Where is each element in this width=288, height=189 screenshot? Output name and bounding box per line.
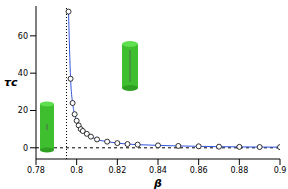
svg-text:0: 0 — [23, 144, 28, 153]
svg-text:0.9: 0.9 — [274, 166, 280, 175]
svg-text:40: 40 — [18, 69, 28, 78]
svg-text:0.88: 0.88 — [230, 166, 248, 175]
svg-text:0.82: 0.82 — [108, 166, 126, 175]
svg-text:0.78: 0.78 — [27, 166, 45, 175]
svg-text:0.8: 0.8 — [70, 166, 83, 175]
svg-text:20: 20 — [18, 106, 28, 115]
svg-text:0.84: 0.84 — [149, 166, 167, 175]
svg-text:60: 60 — [18, 32, 28, 41]
svg-text:0.86: 0.86 — [190, 166, 208, 175]
svg-text:τc: τc — [8, 76, 18, 89]
svg-text:β: β — [153, 177, 162, 189]
